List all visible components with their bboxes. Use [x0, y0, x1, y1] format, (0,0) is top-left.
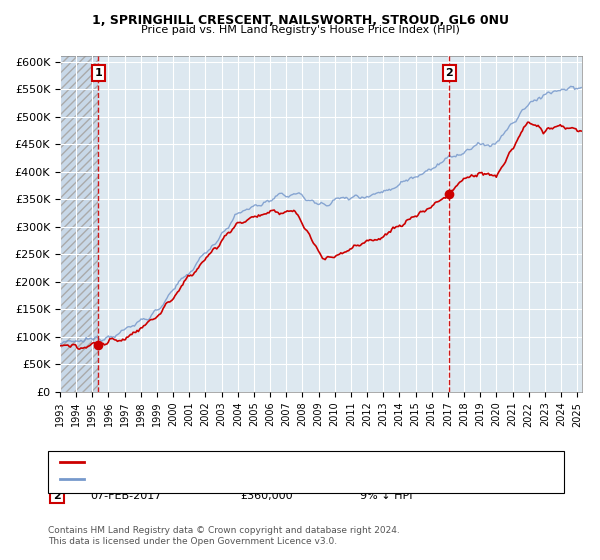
Text: Price paid vs. HM Land Registry's House Price Index (HPI): Price paid vs. HM Land Registry's House …	[140, 25, 460, 35]
Text: 2: 2	[446, 68, 454, 78]
Text: 07-FEB-2017: 07-FEB-2017	[90, 491, 161, 501]
Text: Contains HM Land Registry data © Crown copyright and database right 2024.
This d: Contains HM Land Registry data © Crown c…	[48, 526, 400, 546]
Text: HPI: Average price, detached house, Stroud: HPI: Average price, detached house, Stro…	[90, 474, 317, 484]
Text: 1: 1	[95, 68, 103, 78]
Text: 8% ↓ HPI: 8% ↓ HPI	[360, 468, 413, 478]
Text: 1, SPRINGHILL CRESCENT, NAILSWORTH, STROUD, GL6 0NU: 1, SPRINGHILL CRESCENT, NAILSWORTH, STRO…	[91, 14, 509, 27]
Bar	[60, 56, 98, 392]
Text: £86,000: £86,000	[240, 468, 286, 478]
Text: 1: 1	[53, 468, 61, 478]
Text: £360,000: £360,000	[240, 491, 293, 501]
Text: 1, SPRINGHILL CRESCENT, NAILSWORTH, STROUD, GL6 0NU (detached house): 1, SPRINGHILL CRESCENT, NAILSWORTH, STRO…	[90, 457, 496, 467]
Text: 2: 2	[53, 491, 61, 501]
Text: 18-MAY-1995: 18-MAY-1995	[90, 468, 162, 478]
Text: 9% ↓ HPI: 9% ↓ HPI	[360, 491, 413, 501]
